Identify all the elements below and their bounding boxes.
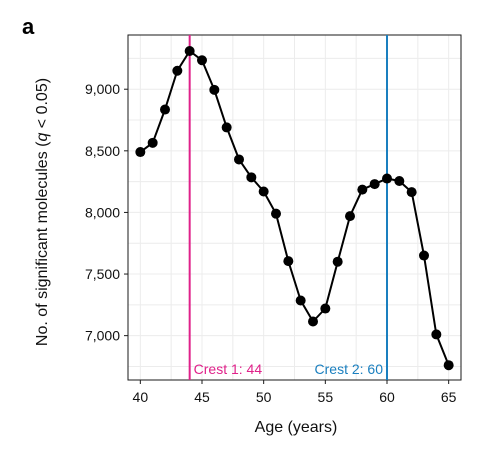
data-points [135, 46, 454, 371]
data-point [209, 84, 220, 95]
data-point [221, 122, 232, 133]
y-tick-label: 8,000 [85, 204, 120, 220]
crest-label: Crest 1: 44 [194, 361, 263, 377]
data-point [283, 256, 294, 267]
data-point [320, 303, 331, 314]
annotations: Crest 1: 44 Crest 2: 60 [188, 35, 388, 380]
data-point [147, 137, 158, 148]
x-tick-label: 55 [318, 389, 334, 405]
x-tick-label: 50 [256, 389, 272, 405]
data-point [271, 208, 281, 219]
data-point [369, 179, 380, 190]
plot-frame [127, 34, 462, 381]
y-tick-label: 7,500 [85, 266, 120, 282]
data-point [332, 256, 343, 267]
data-point [345, 211, 355, 222]
data-point [234, 154, 244, 165]
y-axis-ticks: 7,000 7,500 8,000 8,500 9,000 [85, 81, 128, 344]
y-tick-label: 7,000 [85, 328, 120, 344]
data-point [172, 65, 183, 76]
x-tick-label: 60 [379, 389, 395, 405]
data-point [160, 104, 170, 115]
data-point [431, 329, 442, 340]
x-axis-label: Age (years) [255, 419, 338, 436]
data-point [246, 172, 257, 183]
data-point [295, 295, 306, 306]
data-point [394, 176, 405, 187]
data-point [443, 360, 454, 371]
x-axis-ticks: 40 45 50 55 60 65 [133, 380, 457, 405]
y-tick-label: 8,500 [85, 143, 120, 159]
crest-label: Crest 2: 60 [315, 361, 384, 377]
x-tick-label: 40 [133, 389, 149, 405]
x-tick-label: 45 [194, 389, 210, 405]
data-point [135, 147, 146, 158]
data-point [197, 55, 207, 66]
data-point [419, 250, 429, 261]
data-point [406, 187, 417, 198]
panel-label: a [22, 14, 35, 39]
grid [128, 35, 461, 380]
x-tick-label: 65 [441, 389, 457, 405]
data-point [357, 184, 368, 195]
data-point [382, 173, 392, 184]
data-point [258, 186, 269, 197]
y-tick-label: 9,000 [85, 81, 120, 97]
y-axis-label: No. of significant molecules (q < 0.05) [34, 78, 51, 346]
data-point [308, 316, 318, 327]
data-point [184, 46, 195, 57]
